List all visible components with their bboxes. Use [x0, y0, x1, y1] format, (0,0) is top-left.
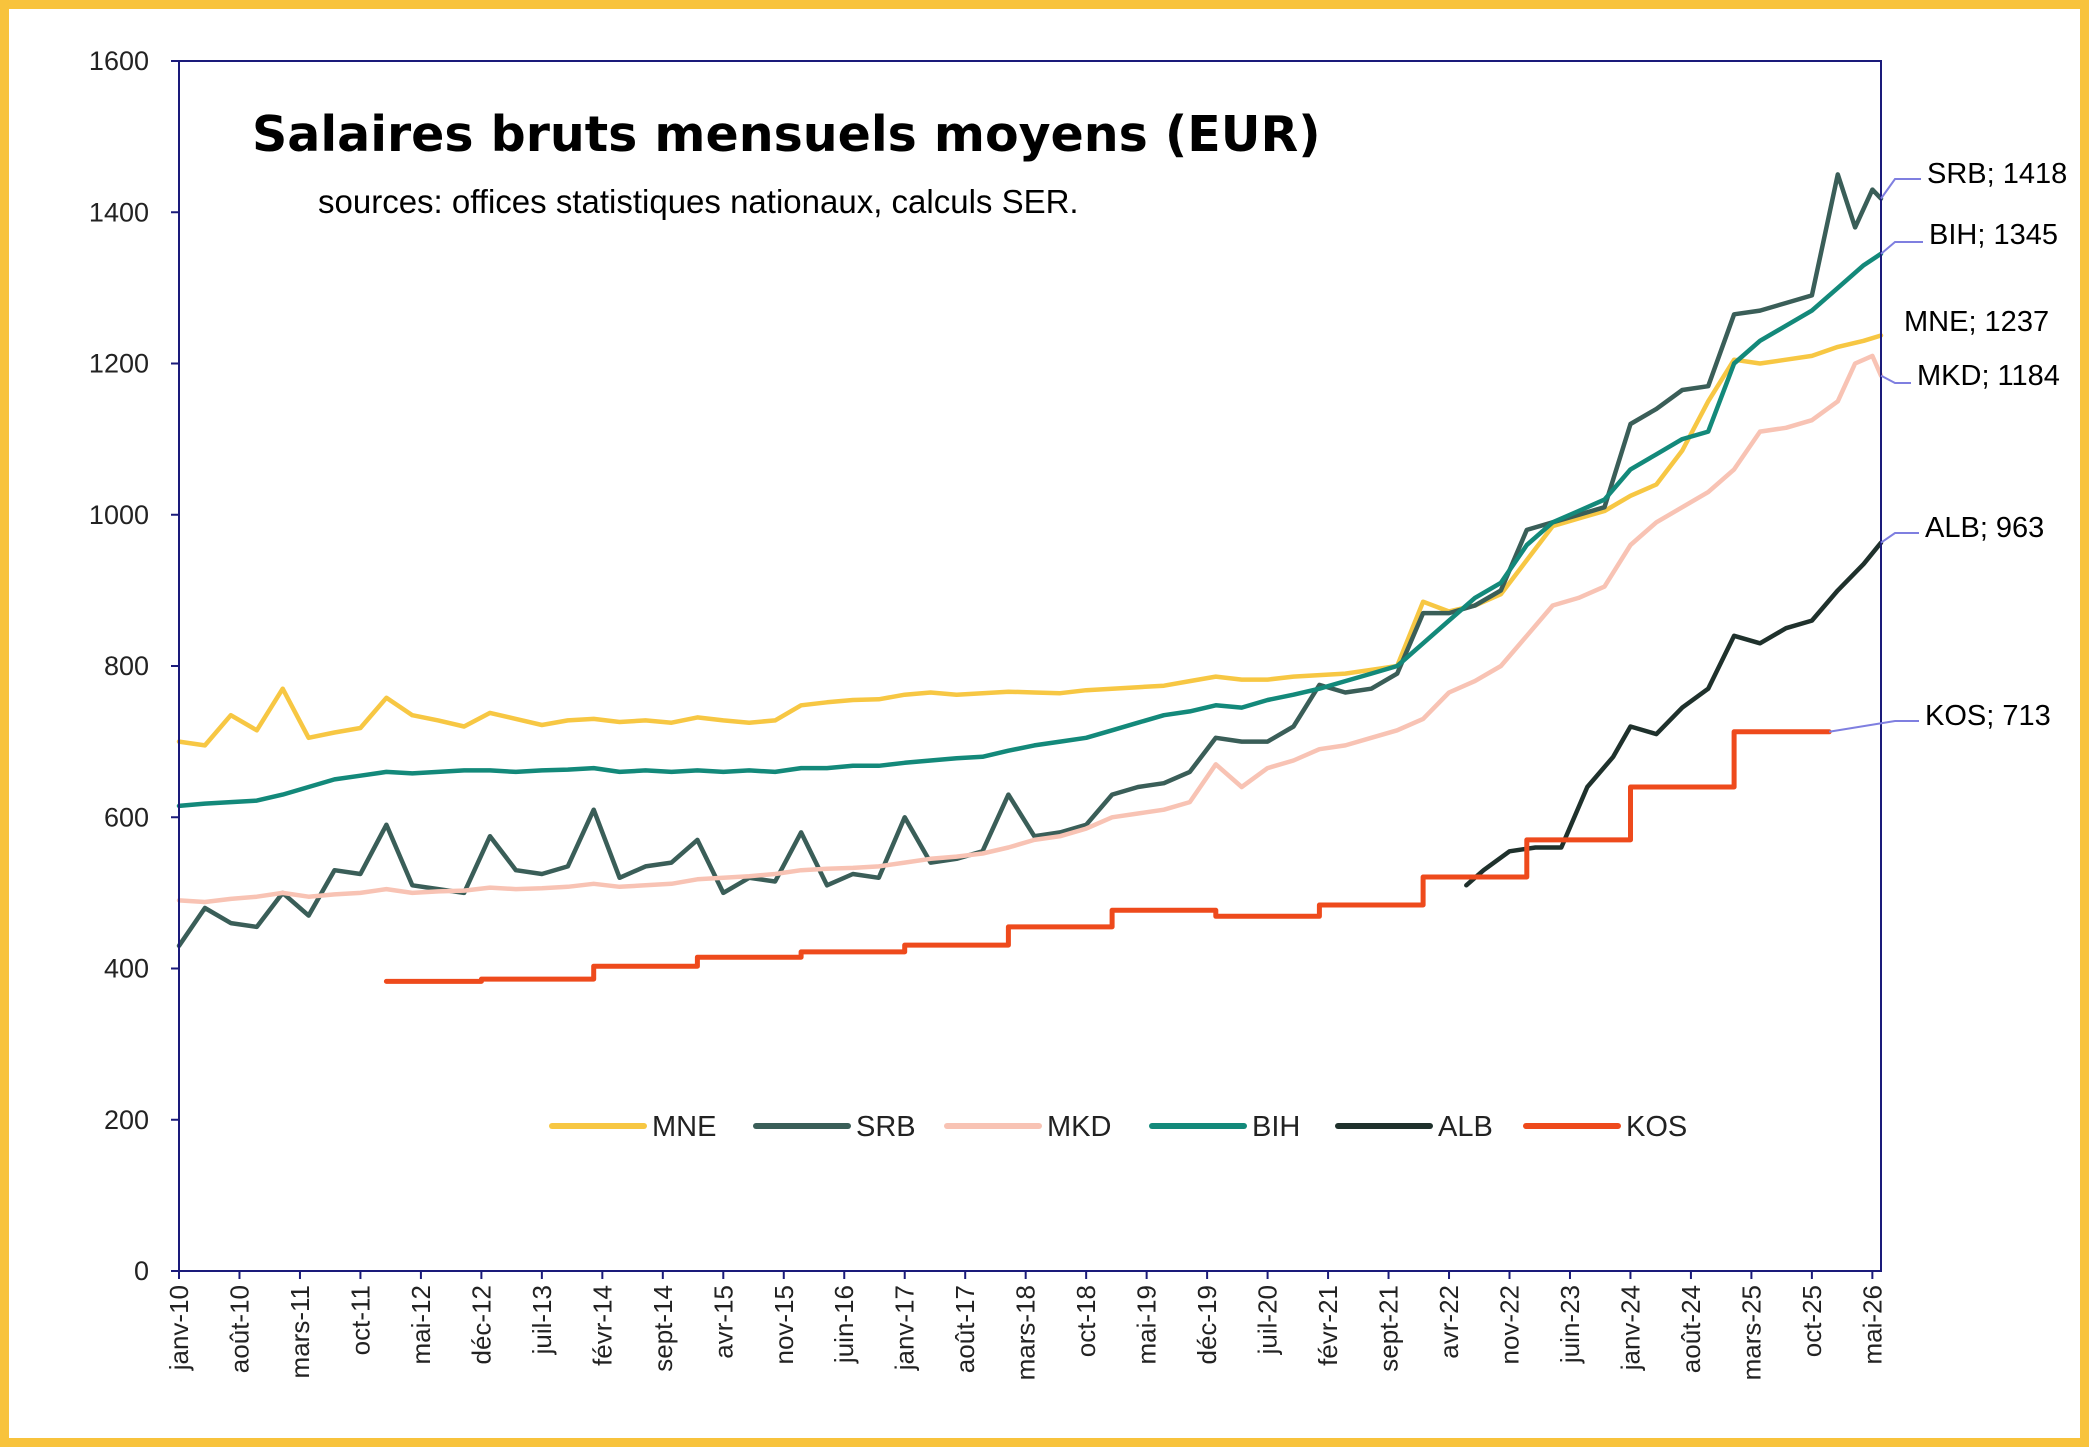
leader-line-mkd: [1880, 374, 1911, 384]
x-tick-label: avr-22: [1434, 1285, 1464, 1359]
end-label-srb: SRB; 1418: [1927, 158, 2067, 190]
chart-title: Salaires bruts mensuels moyens (EUR): [252, 106, 1321, 163]
x-tick-label: déc-12: [466, 1285, 496, 1365]
legend-label-srb: SRB: [856, 1111, 916, 1143]
x-tick-label: mars-25: [1736, 1285, 1766, 1380]
x-tick-label: juin-16: [829, 1285, 859, 1364]
y-tick-label: 1400: [89, 197, 149, 227]
x-tick-label: mars-11: [285, 1285, 315, 1378]
legend-label-bih: BIH: [1252, 1111, 1300, 1143]
x-tick-label: nov-15: [769, 1285, 799, 1365]
end-label-kos: KOS; 713: [1925, 700, 2051, 732]
legend-label-mne: MNE: [652, 1111, 716, 1143]
x-tick-label: mars-18: [1011, 1285, 1041, 1380]
x-tick-label: nov-22: [1494, 1285, 1524, 1365]
legend: MNE SRB MKD BIH ALB KOS: [549, 1111, 1687, 1143]
x-tick-label: janv-10: [164, 1285, 194, 1371]
y-tick-label: 1600: [89, 46, 149, 76]
leader-line-kos: [1829, 720, 1919, 733]
series-line-kos: [383, 729, 1832, 984]
x-tick-label: mai-26: [1857, 1285, 1887, 1364]
series-lines: [176, 172, 1884, 984]
x-tick-label: févr-14: [587, 1285, 617, 1366]
x-tick-label: juil-20: [1253, 1285, 1283, 1355]
x-tick-label: janv-24: [1615, 1285, 1645, 1371]
legend-label-mkd: MKD: [1047, 1111, 1111, 1143]
leader-line-srb: [1880, 178, 1921, 200]
y-tick-label: 400: [104, 954, 149, 984]
y-tick-label: 1000: [89, 500, 149, 530]
end-label-mkd: MKD; 1184: [1917, 360, 2060, 392]
plot-area: [178, 60, 1882, 1272]
x-tick-label: mai-19: [1132, 1285, 1162, 1364]
wage-line-chart: 0 200 400 600 800 1000 1200 1400 1600 janv-10 aoû…: [89, 46, 2067, 1380]
end-label-bih: BIH; 1345: [1929, 219, 2058, 251]
x-tick-label: oct-25: [1797, 1285, 1827, 1357]
y-tick-label: 0: [134, 1256, 149, 1286]
end-labels: SRB; 1418 BIH; 1345 MNE; 1237 MKD; 1184 ALB;…: [1829, 158, 2067, 733]
x-tick-label: août-24: [1676, 1285, 1706, 1373]
y-axis: 0 200 400 600 800 1000 1200 1400 1600: [89, 46, 179, 1286]
x-tick-label: janv-17: [890, 1285, 920, 1371]
leader-line-alb: [1880, 532, 1919, 544]
x-axis: janv-10 août-10 mars-11 oct-11 mai-12 déc-12 j…: [164, 1271, 1887, 1380]
series-line-srb: [176, 172, 1884, 949]
x-tick-label: sept-14: [648, 1285, 678, 1372]
chart-subtitle: sources: offices statistiques nationaux,…: [318, 183, 1079, 220]
x-tick-label: févr-21: [1313, 1285, 1343, 1366]
leader-line-bih: [1880, 241, 1923, 255]
x-tick-label: juin-23: [1555, 1285, 1585, 1364]
series-line-bih: [176, 251, 1884, 809]
series-line-alb: [1464, 540, 1884, 888]
x-tick-label: août-10: [224, 1285, 254, 1373]
y-tick-label: 600: [104, 802, 149, 832]
x-tick-label: juil-13: [527, 1285, 557, 1355]
y-tick-label: 1200: [89, 349, 149, 379]
end-label-alb: ALB; 963: [1925, 512, 2044, 544]
x-tick-label: oct-11: [345, 1285, 375, 1355]
end-label-mne: MNE; 1237: [1904, 306, 2049, 338]
series-line-mkd: [176, 353, 1884, 905]
series-line-mne: [176, 333, 1884, 748]
x-tick-label: mai-12: [406, 1285, 436, 1364]
x-tick-label: avr-15: [708, 1285, 738, 1359]
x-tick-label: août-17: [950, 1285, 980, 1373]
x-tick-label: oct-18: [1071, 1285, 1101, 1357]
y-tick-label: 800: [104, 651, 149, 681]
x-tick-label: déc-19: [1192, 1285, 1222, 1365]
x-tick-label: sept-21: [1374, 1285, 1404, 1372]
y-tick-label: 200: [104, 1105, 149, 1135]
legend-label-alb: ALB: [1438, 1111, 1493, 1143]
legend-label-kos: KOS: [1626, 1111, 1687, 1143]
